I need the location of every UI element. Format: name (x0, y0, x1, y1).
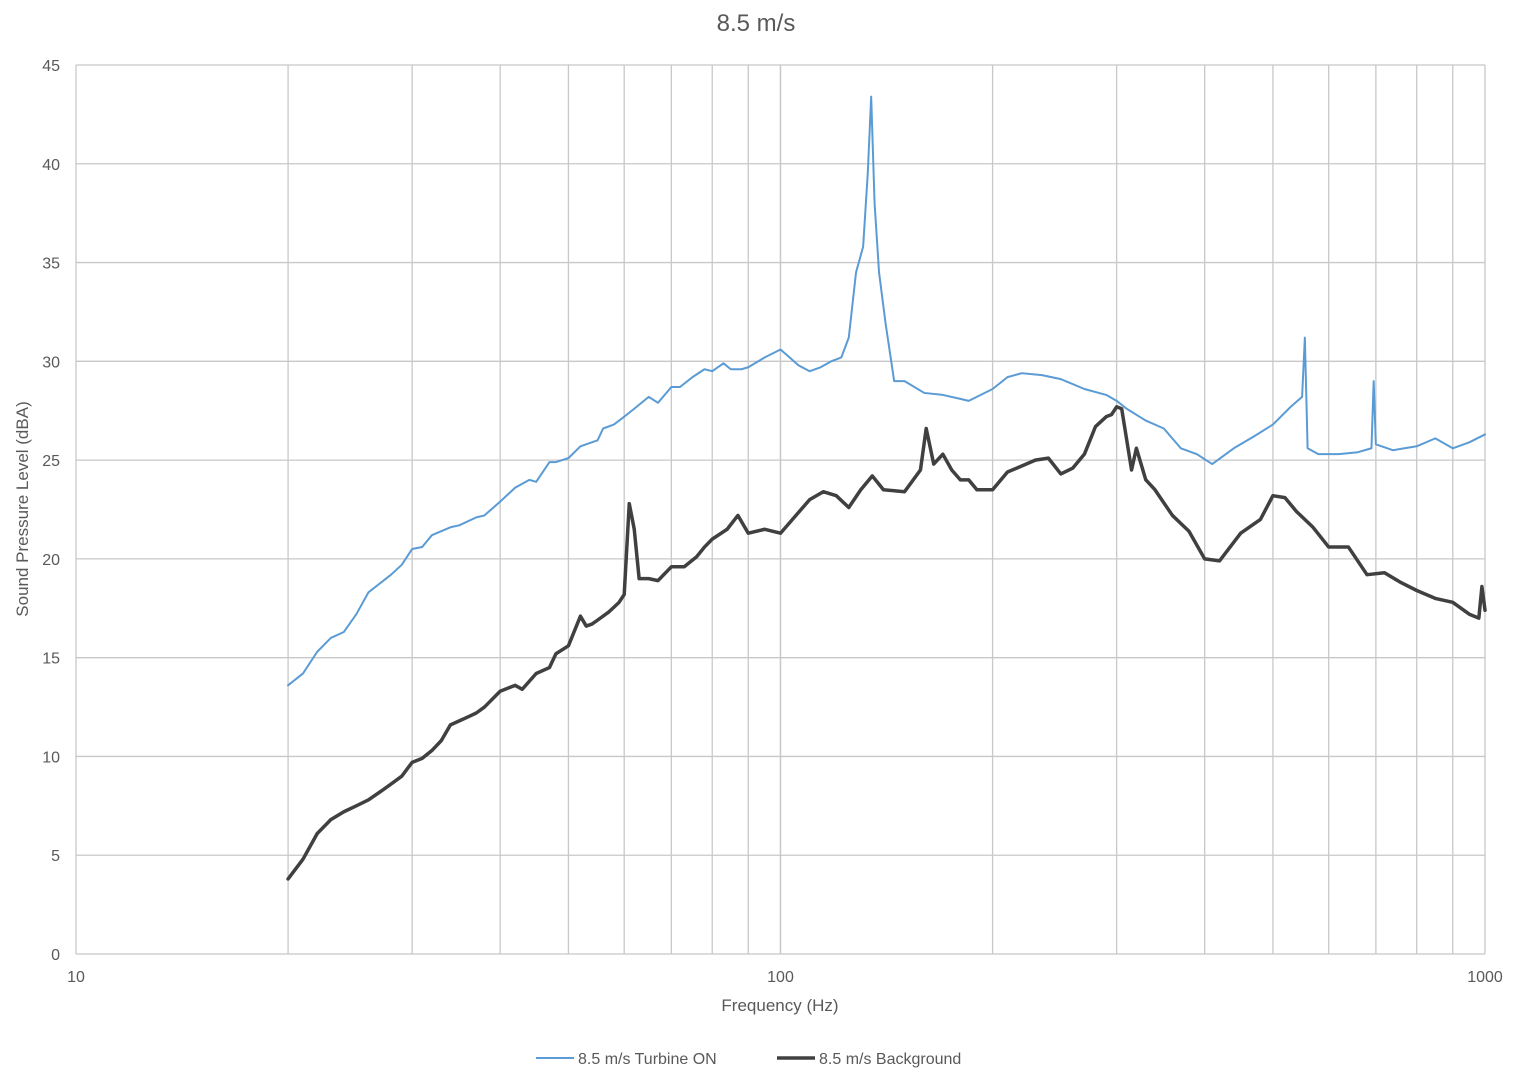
legend: 8.5 m/s Turbine ON 8.5 m/s Background (536, 1051, 961, 1068)
y-tick-label: 5 (51, 848, 60, 865)
y-axis-label: Sound Pressure Level (dBA) (13, 401, 32, 616)
x-tick-labels: 10 100 1000 (67, 969, 1503, 986)
x-tick-label: 10 (67, 969, 85, 986)
y-tick-label: 15 (42, 651, 60, 668)
series-line-0 (287, 95, 1486, 687)
y-tick-label: 20 (42, 552, 60, 569)
y-tick-labels: 0 5 10 15 20 25 30 35 40 45 (42, 58, 60, 964)
chart-title: 8.5 m/s (717, 10, 796, 37)
horizontal-gridlines (76, 64, 1485, 955)
vertical-gridlines (75, 65, 1486, 954)
y-tick-label: 30 (42, 354, 60, 371)
legend-label-turbine-on: 8.5 m/s Turbine ON (578, 1051, 717, 1068)
series-line-1 (286, 405, 1487, 881)
y-tick-label: 35 (42, 256, 60, 273)
x-axis-label: Frequency (Hz) (721, 996, 838, 1015)
series-layer (286, 95, 1487, 881)
y-tick-label: 10 (42, 749, 60, 766)
y-tick-label: 40 (42, 157, 60, 174)
legend-label-background: 8.5 m/s Background (819, 1051, 961, 1068)
y-tick-label: 45 (42, 58, 60, 75)
x-tick-label: 1000 (1467, 969, 1503, 986)
y-tick-label: 0 (51, 947, 60, 964)
y-tick-label: 25 (42, 453, 60, 470)
x-tick-label: 100 (767, 969, 794, 986)
